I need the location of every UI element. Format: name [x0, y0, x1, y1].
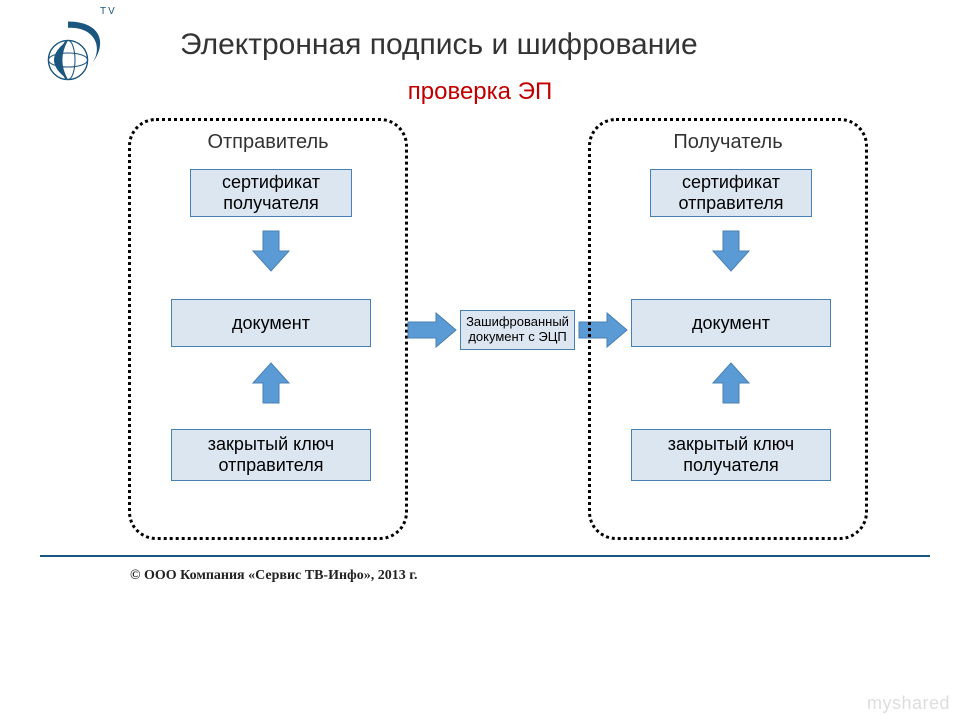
page-subtitle: проверка ЭП [0, 78, 960, 106]
watermark: myshared [867, 693, 950, 714]
sender-label: Отправитель [131, 131, 405, 154]
sender-panel: Отправитель сертификат получателя докуме… [128, 118, 408, 540]
center-box: Зашифрованный документ с ЭЦП [460, 310, 575, 350]
arrow-up-icon [709, 361, 753, 405]
page-title: Электронная подпись и шифрование [180, 28, 698, 62]
receiver-doc-box: документ [631, 299, 831, 347]
sender-key-box: закрытый ключ отправителя [171, 429, 371, 481]
logo-tv-mark: TV [100, 6, 117, 17]
sender-cert-box: сертификат получателя [190, 169, 352, 217]
receiver-label: Получатель [591, 131, 865, 154]
arrow-right-icon [406, 310, 458, 350]
receiver-cert-box: сертификат отправителя [650, 169, 812, 217]
divider [40, 555, 930, 557]
arrow-down-icon [249, 229, 293, 273]
sender-doc-box: документ [171, 299, 371, 347]
receiver-panel: Получатель сертификат отправителя докуме… [588, 118, 868, 540]
arrow-down-icon [709, 229, 753, 273]
arrow-up-icon [249, 361, 293, 405]
receiver-key-box: закрытый ключ получателя [631, 429, 831, 481]
copyright: © ООО Компания «Сервис ТВ-Инфо», 2013 г. [130, 568, 418, 584]
